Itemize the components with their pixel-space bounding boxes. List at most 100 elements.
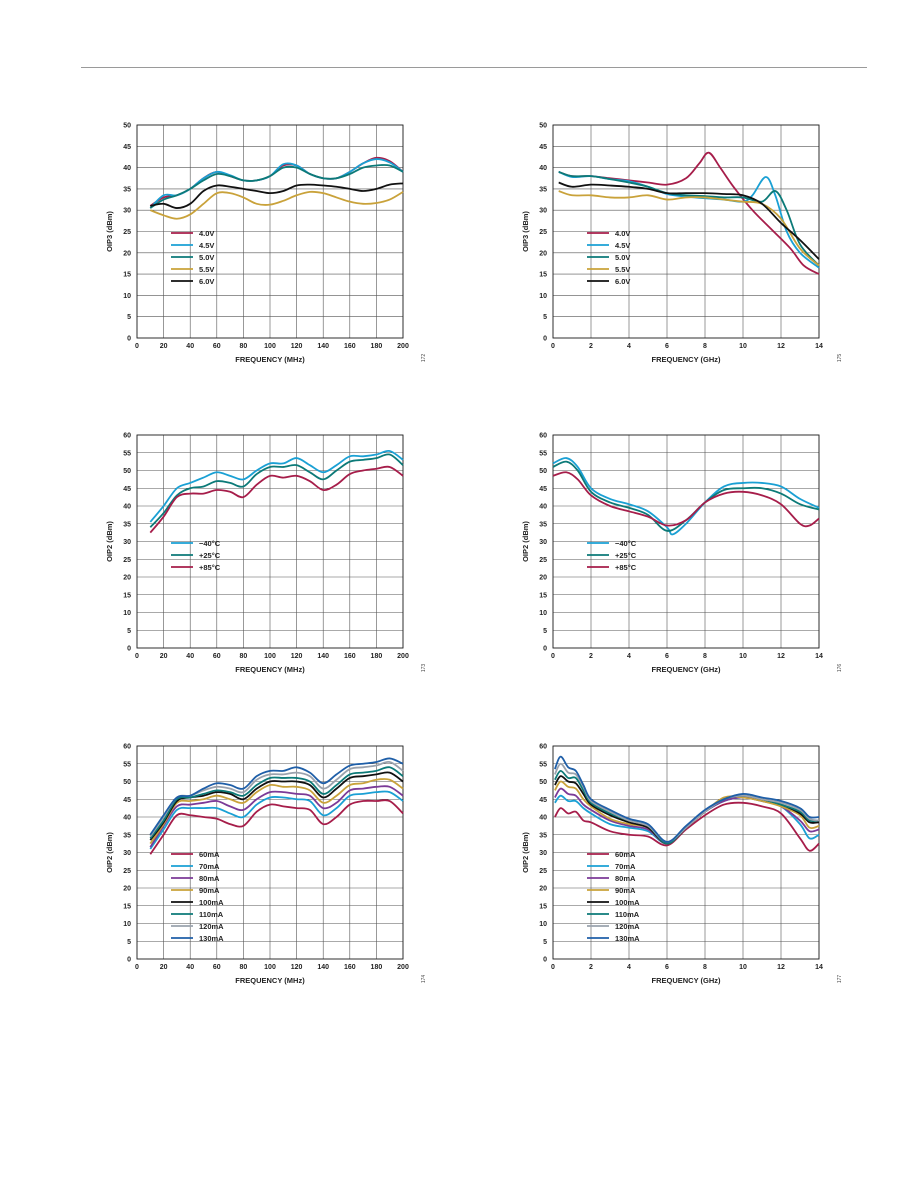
y-tick-label: 5 xyxy=(127,939,131,946)
legend: −40°C +25°C +85°C xyxy=(171,539,221,572)
legend: 60mA 70mA 80mA 90mA 100mA 110mA 120mA 130mA xyxy=(171,850,224,943)
x-tick-label: 80 xyxy=(240,343,248,350)
y-tick-label: 45 xyxy=(123,486,131,493)
legend: −40°C +25°C +85°C xyxy=(587,539,637,572)
series-line xyxy=(149,790,404,850)
x-tick-label: 40 xyxy=(186,653,194,660)
legend-label: +25°C xyxy=(199,551,221,560)
y-tick-label: 25 xyxy=(123,557,131,564)
y-tick-label: 10 xyxy=(539,293,547,300)
legend-label: 5.5V xyxy=(199,265,214,274)
y-tick-label: 45 xyxy=(539,144,547,151)
y-tick-label: 50 xyxy=(539,468,547,475)
y-tick-label: 20 xyxy=(539,250,547,257)
series-line xyxy=(149,190,404,220)
legend: 4.0V 4.5V 5.0V 5.5V 6.0V xyxy=(171,229,214,286)
oip3-vs-supply-mhz-chart: 0 20 40 60 80 100 120 140 160 180 200 0 5 10 15 20 25 30 3… xyxy=(100,115,500,385)
series-line xyxy=(554,801,820,852)
x-tick-label: 100 xyxy=(264,964,276,971)
y-tick-label: 10 xyxy=(539,921,547,928)
y-tick-label: 40 xyxy=(123,165,131,172)
x-tick-label: 180 xyxy=(371,964,383,971)
y-tick-label: 20 xyxy=(123,886,131,893)
chart-svg: 0 2 4 6 8 10 12 14 0 5 10 15 20 25 30 35 40 45 50 55 60 FREQU… xyxy=(521,433,843,675)
legend-label: 90mA xyxy=(615,886,636,895)
plot-frame xyxy=(552,124,820,339)
legend-label: 120mA xyxy=(615,922,640,931)
y-tick-label: 30 xyxy=(123,208,131,215)
figure-id: 177 xyxy=(837,975,843,984)
y-tick-label: 40 xyxy=(539,815,547,822)
x-tick-label: 160 xyxy=(344,964,356,971)
x-tick-label: 0 xyxy=(551,964,555,971)
y-tick-label: 25 xyxy=(123,229,131,236)
legend-label: 6.0V xyxy=(615,277,630,286)
legend-label: 6.0V xyxy=(199,277,214,286)
x-tick-label: 12 xyxy=(777,343,785,350)
series-line xyxy=(149,785,404,848)
x-axis-title: FREQUENCY (MHz) xyxy=(235,355,305,364)
x-tick-label: 180 xyxy=(371,343,383,350)
x-tick-label: 12 xyxy=(777,653,785,660)
legend-label: 70mA xyxy=(199,862,220,871)
y-tick-label: 55 xyxy=(123,450,131,457)
plot-frame xyxy=(136,124,404,339)
y-tick-label: 45 xyxy=(539,486,547,493)
y-tick-label: 35 xyxy=(123,186,131,193)
x-axis-title: FREQUENCY (GHz) xyxy=(651,976,721,985)
legend-label: 80mA xyxy=(615,874,636,883)
y-tick-label: 45 xyxy=(123,797,131,804)
series-line xyxy=(552,457,820,536)
legend-label: 90mA xyxy=(199,886,220,895)
y-tick-label: 5 xyxy=(543,314,547,321)
chart-svg: 0 2 4 6 8 10 12 14 0 5 10 15 20 25 30 35 40 45 50 FREQUENCY… xyxy=(521,123,843,365)
x-tick-label: 200 xyxy=(397,653,409,660)
series-line xyxy=(552,471,820,528)
y-tick-label: 60 xyxy=(123,744,131,751)
plot-frame xyxy=(136,745,404,960)
y-axis-title: OIP3 (dBm) xyxy=(105,211,114,252)
series-lines xyxy=(149,156,404,220)
series-line xyxy=(149,465,404,534)
legend-label: 130mA xyxy=(615,934,640,943)
y-tick-label: 0 xyxy=(543,336,547,343)
series-lines xyxy=(552,457,820,536)
y-tick-label: 10 xyxy=(123,610,131,617)
series-line xyxy=(149,766,404,839)
y-axis-title: OIP2 (dBm) xyxy=(521,521,530,562)
series-line xyxy=(149,164,404,209)
x-tick-label: 10 xyxy=(739,343,747,350)
y-tick-label: 45 xyxy=(539,797,547,804)
x-tick-label: 100 xyxy=(264,653,276,660)
y-axis-title: OIP2 (dBm) xyxy=(105,521,114,562)
legend-label: −40°C xyxy=(199,539,221,548)
y-tick-label: 55 xyxy=(123,761,131,768)
x-tick-label: 8 xyxy=(703,343,707,350)
y-tick-label: 55 xyxy=(539,450,547,457)
series-line xyxy=(558,190,820,267)
x-tick-label: 2 xyxy=(589,964,593,971)
x-tick-label: 8 xyxy=(703,964,707,971)
plot-frame xyxy=(552,745,820,960)
y-tick-label: 30 xyxy=(539,850,547,857)
x-tick-label: 14 xyxy=(815,964,823,971)
x-tick-label: 180 xyxy=(371,653,383,660)
series-lines xyxy=(554,755,820,852)
x-tick-label: 14 xyxy=(815,653,823,660)
x-tick-label: 0 xyxy=(135,653,139,660)
legend: 60mA 70mA 80mA 90mA 100mA 110mA 120mA 130mA xyxy=(587,850,640,943)
y-tick-label: 20 xyxy=(539,886,547,893)
y-tick-label: 15 xyxy=(539,272,547,279)
x-tick-label: 200 xyxy=(397,964,409,971)
x-tick-label: 10 xyxy=(739,653,747,660)
x-tick-label: 120 xyxy=(291,343,303,350)
series-lines xyxy=(149,757,404,855)
y-tick-label: 0 xyxy=(127,336,131,343)
figure-id: 173 xyxy=(421,664,427,673)
legend-label: 80mA xyxy=(199,874,220,883)
y-tick-label: 20 xyxy=(123,250,131,257)
y-tick-label: 5 xyxy=(127,314,131,321)
legend-label: 130mA xyxy=(199,934,224,943)
y-tick-label: 40 xyxy=(123,815,131,822)
x-axis-title: FREQUENCY (GHz) xyxy=(651,665,721,674)
